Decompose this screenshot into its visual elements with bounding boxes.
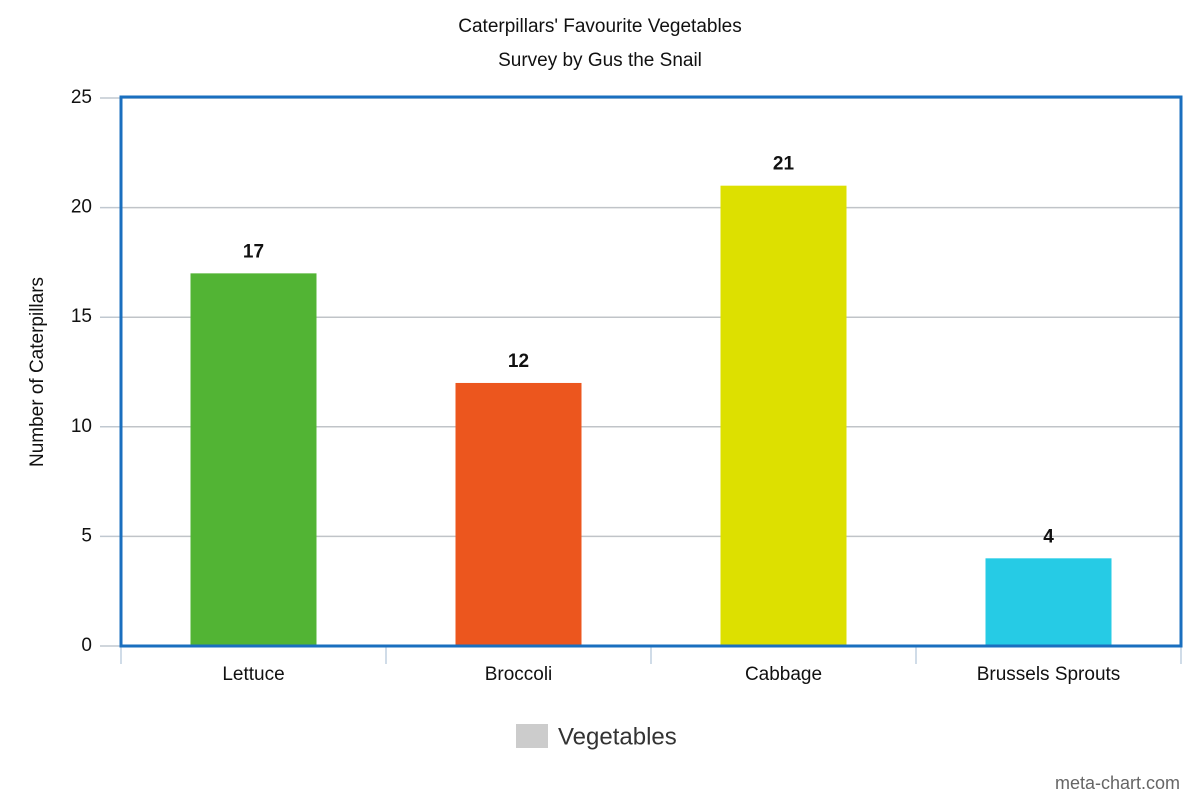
watermark: meta-chart.com (1055, 773, 1180, 793)
x-tick-label: Brussels Sprouts (977, 664, 1121, 685)
x-tick-label: Cabbage (745, 664, 822, 685)
y-tick-label: 0 (81, 635, 92, 656)
x-tick-label: Broccoli (485, 664, 553, 685)
chart-subtitle: Survey by Gus the Snail (498, 50, 702, 71)
y-axis-label: Number of Caterpillars (27, 277, 48, 467)
data-label: 21 (773, 154, 795, 175)
legend-swatch (516, 724, 548, 748)
bar (720, 185, 847, 646)
bar (190, 273, 317, 646)
y-tick-label: 10 (71, 416, 92, 437)
chart-title: Caterpillars' Favourite Vegetables (458, 16, 742, 37)
y-tick-label: 25 (71, 87, 92, 108)
bars (190, 185, 1112, 646)
y-tick-label: 20 (71, 197, 92, 218)
legend-label: Vegetables (558, 723, 677, 750)
y-tick-label: 15 (71, 306, 92, 327)
data-label: 4 (1043, 526, 1054, 547)
bar (455, 382, 582, 646)
labels: 0 5 10 15 20 25 17 12 21 4 Lettuce Broccoli Cabbage B… (71, 87, 1120, 750)
data-label: 17 (243, 241, 264, 262)
x-tick-label: Lettuce (222, 664, 284, 685)
data-label: 12 (508, 351, 529, 372)
plot-frame (119, 95, 1183, 648)
bar (985, 558, 1112, 646)
y-tick-label: 5 (81, 525, 92, 546)
